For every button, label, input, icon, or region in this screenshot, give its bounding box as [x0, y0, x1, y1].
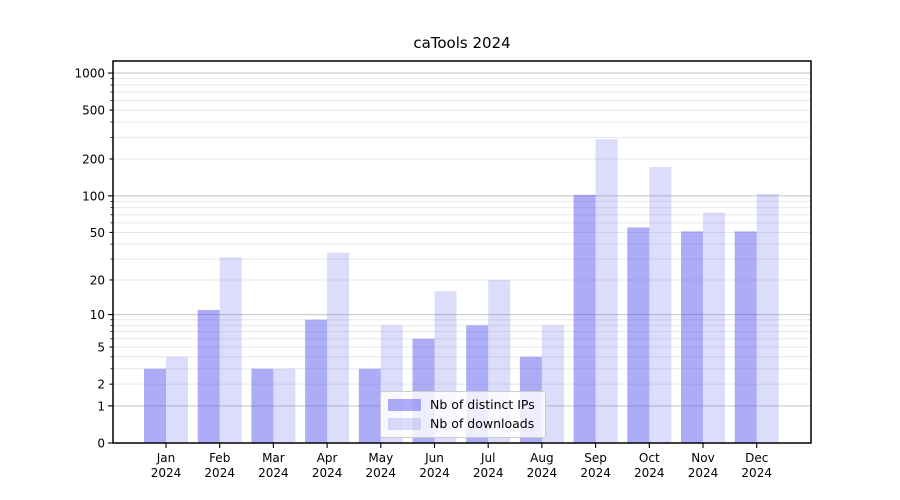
- y-tick-label: 500: [82, 104, 105, 118]
- legend-item-distinct-ips: Nb of distinct IPs: [388, 398, 537, 412]
- chart-title: caTools 2024: [413, 34, 511, 52]
- bar-distinct-ips-nov: [681, 231, 703, 443]
- y-tick-label: 1: [97, 399, 105, 413]
- bar-distinct-ips-feb: [197, 309, 220, 443]
- legend: Nb of distinct IPs Nb of downloads: [380, 391, 546, 438]
- x-tick-label-year: 2024: [151, 466, 182, 480]
- bar-distinct-ips-dec: [734, 231, 757, 443]
- bar-distinct-ips-oct: [627, 227, 650, 443]
- y-tick-label: 0: [97, 437, 105, 451]
- x-tick-label-month: Dec: [745, 451, 768, 465]
- bar-distinct-ips-may: [358, 368, 381, 443]
- x-tick-label-month: Aug: [530, 451, 553, 465]
- legend-item-downloads: Nb of downloads: [388, 417, 537, 431]
- x-tick-label-year: 2024: [419, 466, 450, 480]
- x-tick-label-year: 2024: [204, 466, 235, 480]
- bar-downloads-sep: [595, 139, 618, 443]
- y-tick-label: 200: [82, 152, 105, 166]
- legend-label: Nb of downloads: [430, 416, 535, 431]
- x-tick-label-year: 2024: [473, 466, 504, 480]
- plot-border: [112, 60, 812, 444]
- y-tick-label: 10: [90, 308, 105, 322]
- bar-distinct-ips-apr: [305, 319, 328, 443]
- x-tick-label-month: Nov: [691, 451, 714, 465]
- x-tick-label-month: Apr: [317, 451, 338, 465]
- x-tick-label-year: 2024: [580, 466, 611, 480]
- y-tick-label: 2: [97, 378, 105, 392]
- x-tick-label-month: Feb: [209, 451, 230, 465]
- x-tick-label-month: Oct: [639, 451, 660, 465]
- x-tick-label-month: Sep: [584, 451, 607, 465]
- y-tick-label: 100: [82, 189, 105, 203]
- x-tick-label-year: 2024: [366, 466, 397, 480]
- bar-downloads-oct: [649, 167, 672, 443]
- bar-downloads-nov: [703, 212, 725, 443]
- legend-swatch-dark: [388, 399, 421, 411]
- y-tick-label: 1000: [74, 67, 105, 81]
- bar-downloads-feb: [219, 257, 242, 443]
- x-tick-label-month: Mar: [262, 451, 285, 465]
- legend-swatch-light: [388, 418, 421, 430]
- x-tick-label-year: 2024: [312, 466, 343, 480]
- x-tick-label-year: 2024: [741, 466, 772, 480]
- y-tick-label: 5: [97, 341, 105, 355]
- x-tick-label-month: Jan: [156, 451, 176, 465]
- bar-downloads-apr: [327, 252, 350, 443]
- x-tick-label-month: May: [368, 451, 393, 465]
- x-tick-label-month: Jun: [424, 451, 444, 465]
- legend-label: Nb of distinct IPs: [430, 397, 535, 412]
- y-tick-label: 20: [90, 273, 105, 287]
- bar-downloads-dec: [756, 193, 779, 443]
- bar-downloads-aug: [541, 325, 564, 443]
- bar-distinct-ips-jan: [144, 368, 166, 443]
- x-tick-label-year: 2024: [258, 466, 289, 480]
- x-tick-label-year: 2024: [688, 466, 719, 480]
- bar-downloads-mar: [273, 368, 296, 443]
- y-tick-label: 50: [90, 226, 105, 240]
- x-tick-label-year: 2024: [634, 466, 665, 480]
- x-tick-label-month: Jul: [480, 451, 495, 465]
- bar-downloads-jan: [166, 356, 188, 443]
- bar-distinct-ips-sep: [573, 194, 596, 443]
- x-tick-label-year: 2024: [527, 466, 558, 480]
- bar-distinct-ips-mar: [251, 368, 274, 443]
